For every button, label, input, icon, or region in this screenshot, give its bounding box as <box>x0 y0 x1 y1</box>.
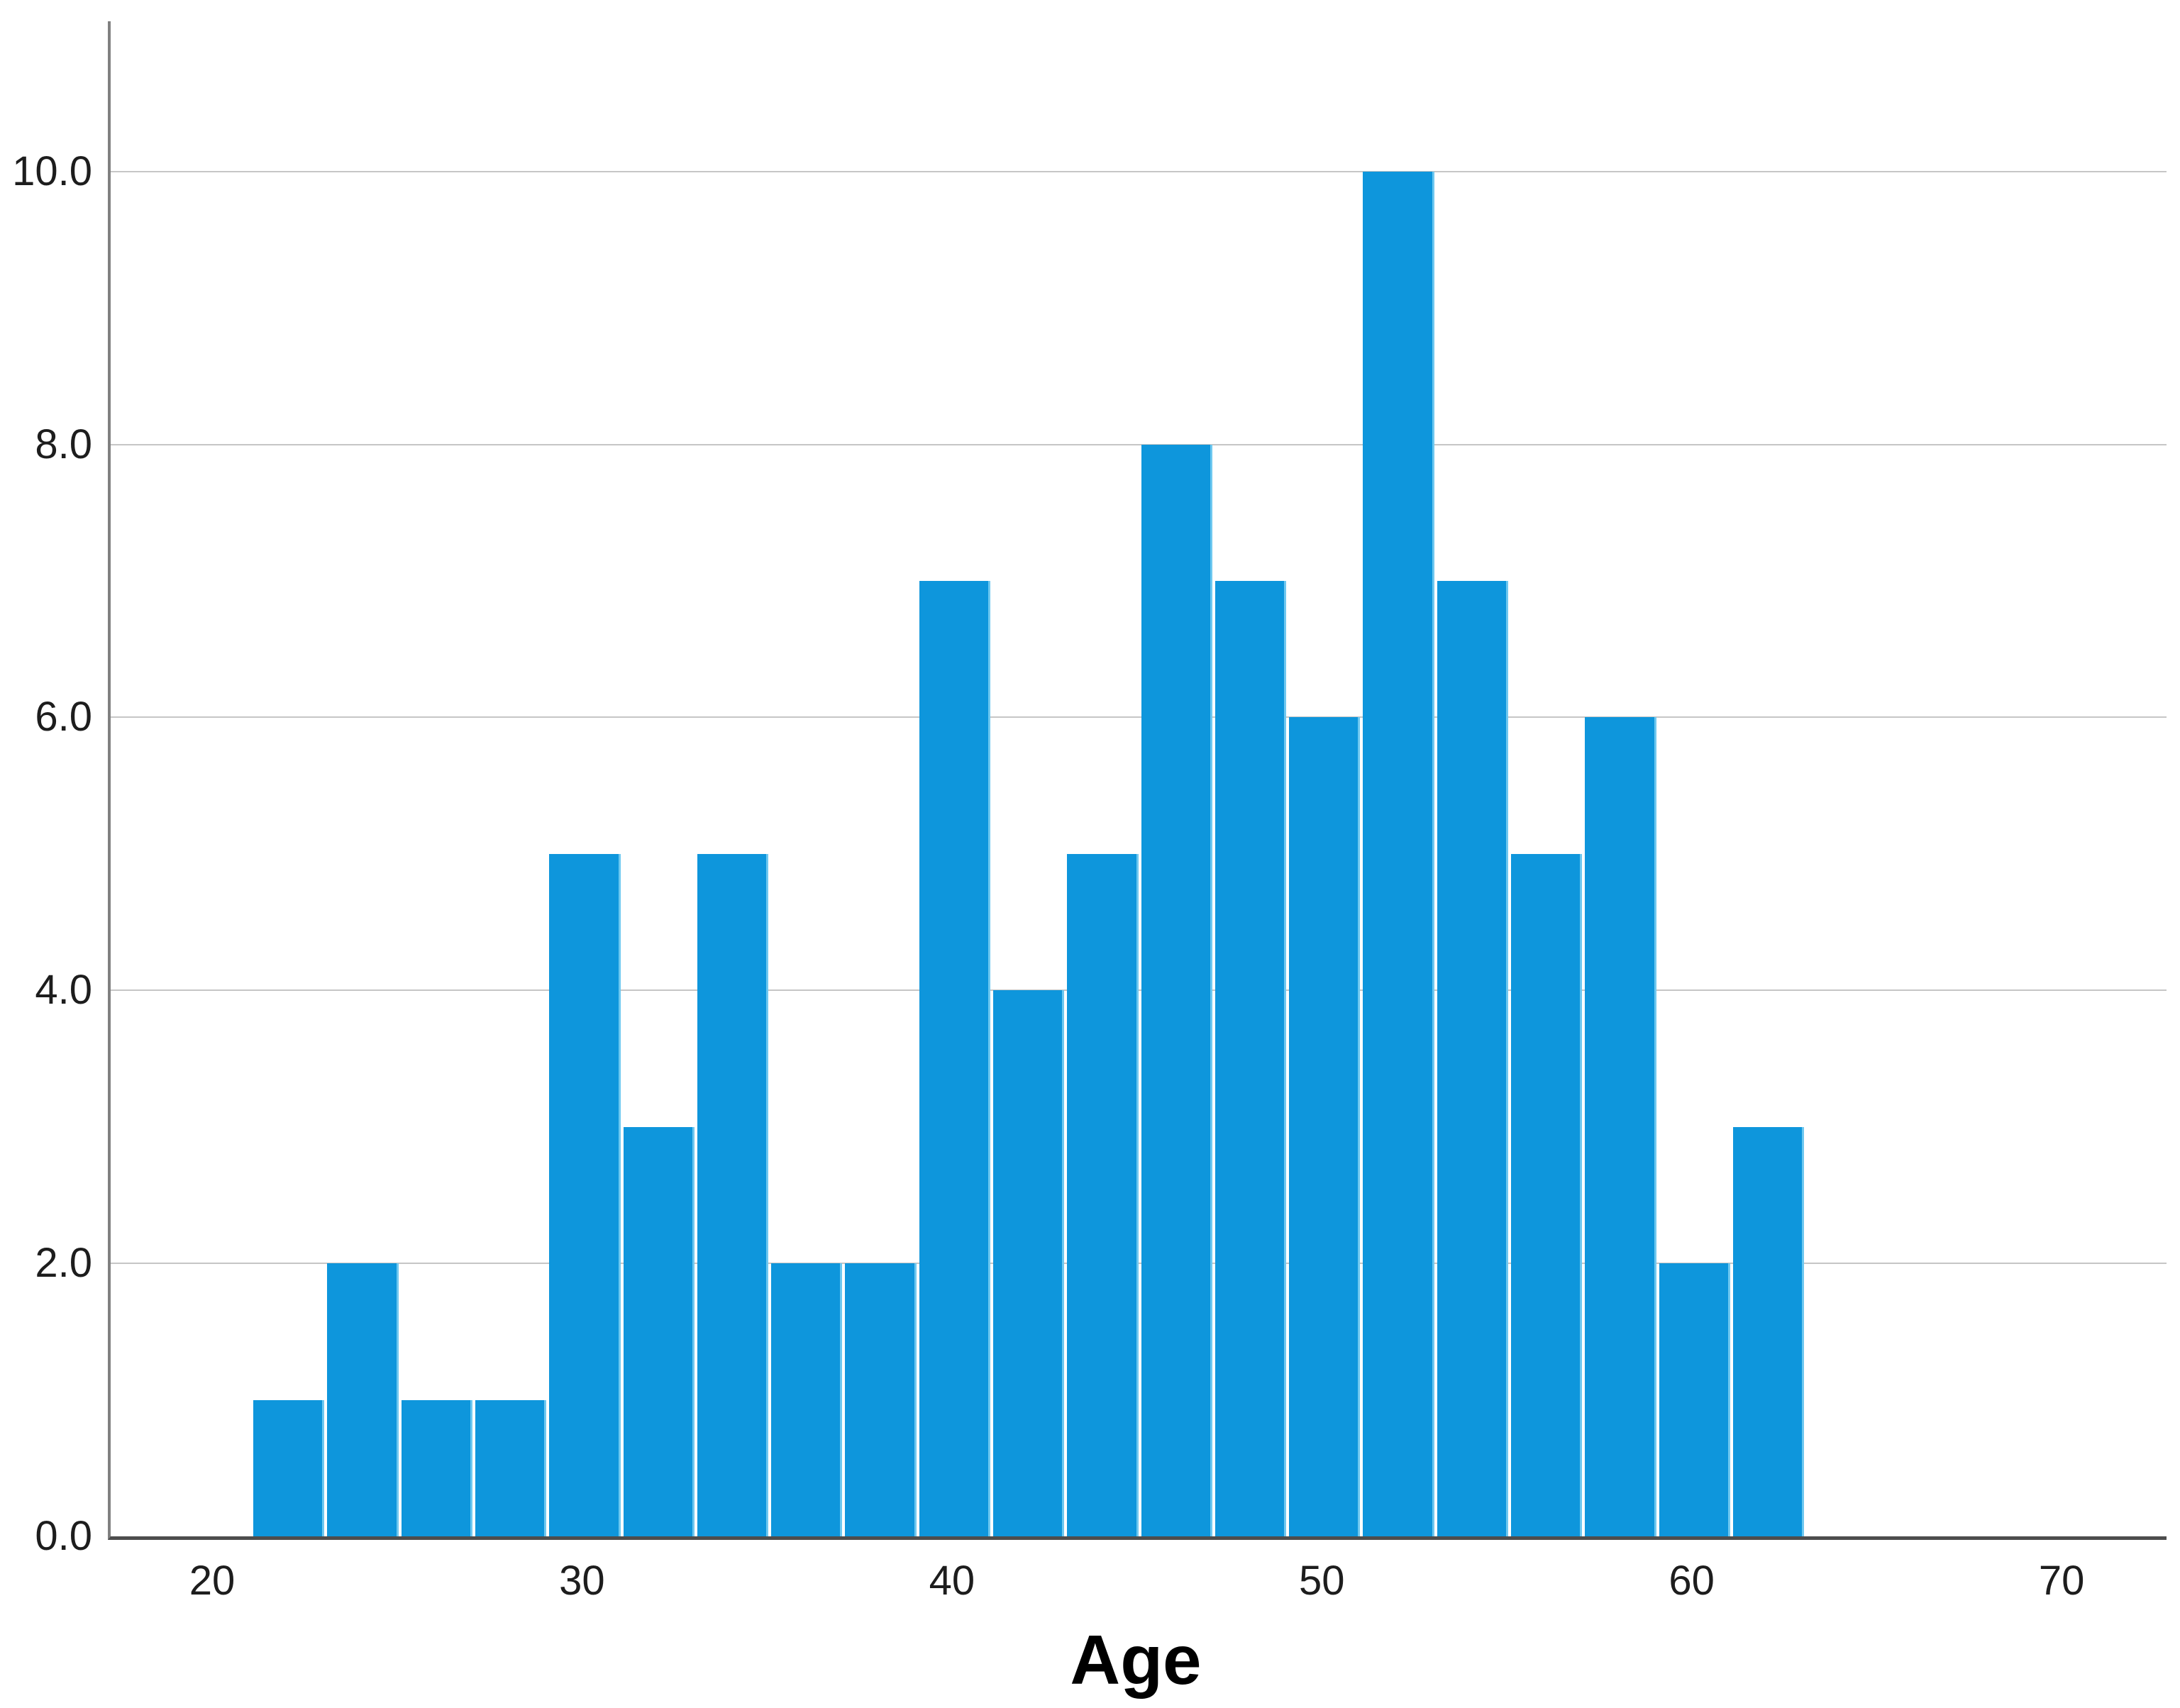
x-axis-title: Age <box>1070 1621 1202 1699</box>
y-gridline <box>111 989 2167 992</box>
histogram-bar <box>1732 1126 1805 1536</box>
y-tick-label: 10.0 <box>12 148 92 194</box>
histogram-bar <box>253 1399 325 1536</box>
histogram-bar <box>771 1263 843 1536</box>
histogram-bar <box>1510 853 1583 1536</box>
y-tick-label: 8.0 <box>35 421 92 467</box>
histogram-bar <box>401 1399 473 1536</box>
histogram-bar <box>993 990 1065 1536</box>
histogram-bar <box>1067 853 1139 1536</box>
x-tick-label: 40 <box>929 1558 975 1604</box>
histogram-bar <box>623 1126 695 1536</box>
y-gridline <box>111 170 2167 172</box>
histogram-bar <box>1659 1263 1730 1536</box>
histogram-bar <box>1437 580 1508 1536</box>
histogram-bar <box>1585 717 1656 1536</box>
histogram-bar <box>919 580 990 1536</box>
y-gridline <box>111 716 2167 719</box>
histogram-bar <box>327 1263 399 1536</box>
x-tick-label: 60 <box>1669 1558 1715 1604</box>
histogram-bar <box>1141 444 1212 1536</box>
y-tick-label: 4.0 <box>35 967 92 1014</box>
histogram-bar <box>1363 171 1434 1536</box>
histogram-bar <box>1289 717 1361 1536</box>
histogram-bar <box>475 1399 547 1536</box>
histogram-bar <box>1215 580 1287 1536</box>
x-tick-label: 30 <box>559 1558 605 1604</box>
plot-area <box>108 21 2167 1540</box>
y-tick-label: 2.0 <box>35 1240 92 1287</box>
y-gridline <box>111 1263 2167 1265</box>
y-tick-label: 0.0 <box>35 1513 92 1559</box>
y-tick-label: 6.0 <box>35 694 92 741</box>
histogram-bar <box>845 1263 917 1536</box>
y-gridline <box>111 443 2167 445</box>
histogram-bar <box>549 853 621 1536</box>
histogram-bar <box>697 853 769 1536</box>
x-tick-label: 20 <box>189 1558 236 1604</box>
x-tick-label: 70 <box>2038 1558 2085 1604</box>
x-tick-label: 50 <box>1299 1558 1345 1604</box>
